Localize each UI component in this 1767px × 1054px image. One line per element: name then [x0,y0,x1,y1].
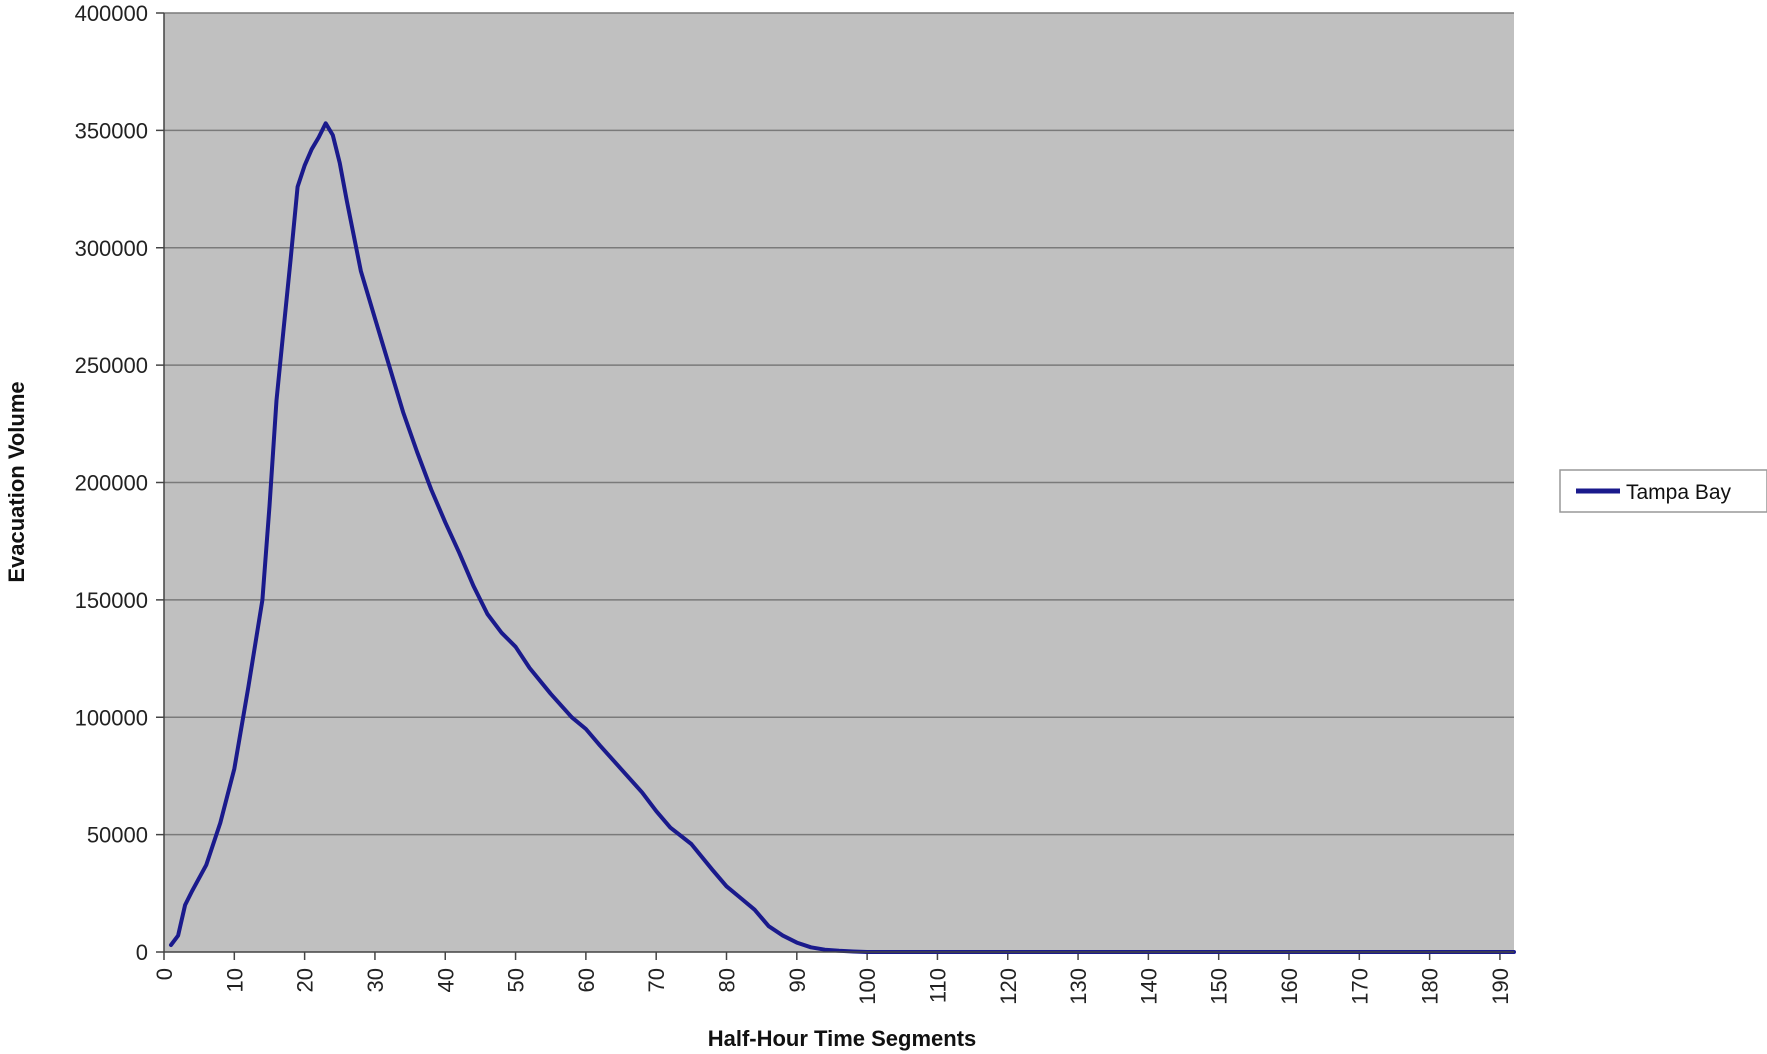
x-tick-label: 20 [293,968,318,992]
x-tick-label: 160 [1277,968,1302,1005]
series-layer [169,121,1516,954]
x-tick-label: 150 [1207,968,1232,1005]
x-tick-label: 170 [1347,968,1372,1005]
y-tick-label: 350000 [75,118,148,143]
x-tick-label: 180 [1418,968,1443,1005]
y-tick-label: 250000 [75,353,148,378]
x-tick-label: 70 [644,968,669,992]
x-tick-label: 40 [433,968,458,992]
y-tick-label: 50000 [87,823,148,848]
y-axis-title: Evacuation Volume [4,381,29,582]
y-tick-label: 150000 [75,588,148,613]
legend-label-tampa-bay: Tampa Bay [1626,481,1732,504]
gridlines [164,12,1514,836]
x-tick-label: 110 [925,968,950,1003]
x-tick-label: 30 [363,968,388,992]
x-tick-label: 80 [715,968,740,992]
x-tick-label: 140 [1136,968,1161,1005]
y-tick-label: 200000 [75,471,148,496]
x-tick-label: 100 [855,968,880,1005]
x-tick-label: 130 [1066,968,1091,1005]
x-axis-title: Half-Hour Time Segments [708,1026,977,1051]
x-tick-label: 60 [574,968,599,992]
x-tick-label: 50 [504,968,529,992]
x-tick-label: 120 [996,968,1021,1005]
y-axis-ticks: 0 50000 100000 150000 200000 250000 300000 3500… [75,1,164,965]
x-tick-label: 0 [152,968,177,980]
y-tick-label: 100000 [75,705,148,730]
x-tick-label: 90 [785,968,810,992]
series-line-tampa-bay [169,121,1516,954]
y-tick-label: 0 [136,940,148,965]
x-tick-label: 190 [1488,968,1513,1005]
x-tick-label: 10 [222,968,247,992]
legend: Tampa Bay [1559,469,1767,513]
y-tick-label: 300000 [75,236,148,261]
x-axis-ticks: 0 10 20 30 40 50 60 70 80 90 100 110 120 130 140 150 160… [152,952,1513,1005]
y-tick-label: 400000 [75,1,148,26]
